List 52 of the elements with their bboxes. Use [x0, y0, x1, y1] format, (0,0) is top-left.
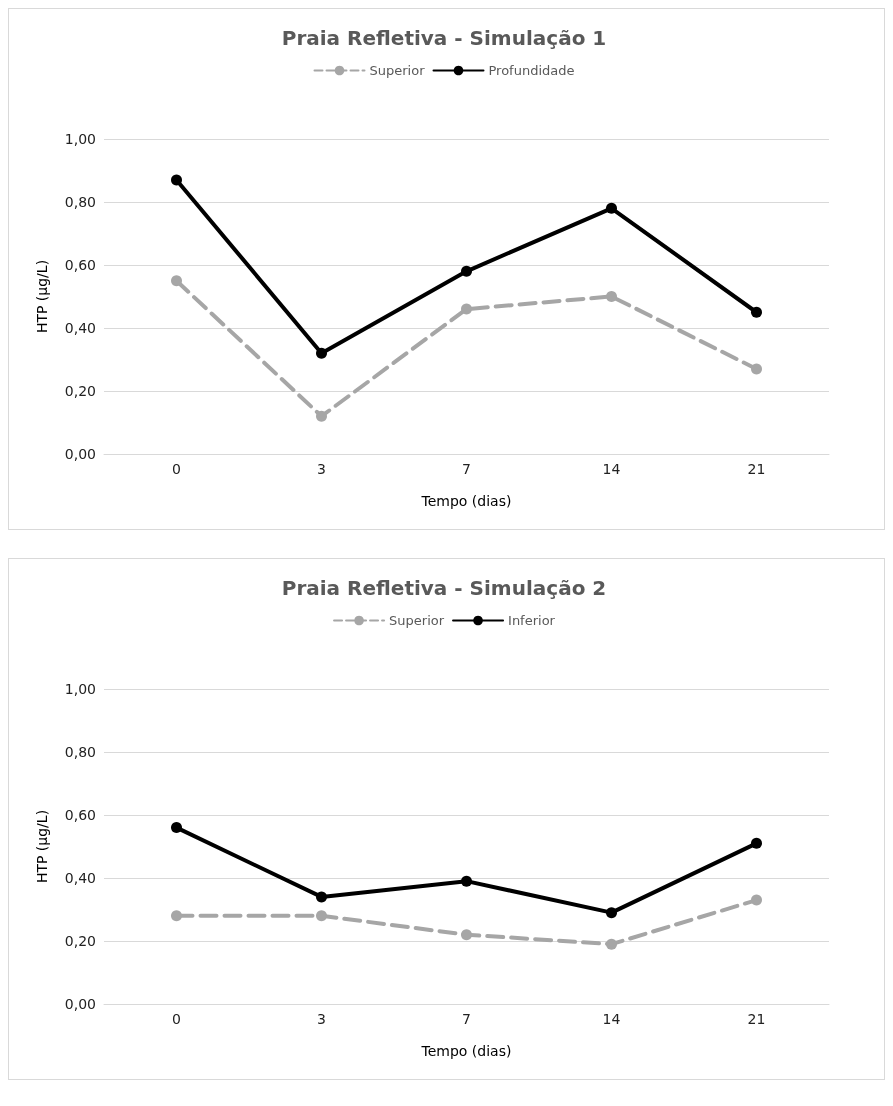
- point: [461, 265, 472, 277]
- point: [171, 822, 182, 834]
- point: [606, 938, 617, 950]
- y-tick-label: 0,40: [64, 870, 96, 886]
- x-axis-title: Tempo (dias): [420, 1043, 512, 1059]
- y-tick-label: 0,00: [64, 446, 96, 462]
- point: [316, 347, 327, 359]
- legend-label: Profundidade: [488, 63, 575, 78]
- x-tick-label: 0: [172, 461, 181, 477]
- y-tick-label: 0,20: [64, 933, 96, 949]
- x-tick-label: 14: [602, 1011, 621, 1027]
- y-tick-label: 1,00: [64, 681, 96, 697]
- y-tick-label: 0,00: [64, 996, 96, 1012]
- point: [171, 174, 182, 186]
- point: [606, 291, 617, 302]
- y-tick-label: 1,00: [64, 131, 96, 147]
- x-tick-label: 3: [317, 1011, 326, 1027]
- chart-title: Praia Refletiva - Simulação 2: [281, 576, 607, 600]
- point: [316, 910, 327, 922]
- legend-label: Inferior: [508, 613, 556, 628]
- point: [461, 929, 472, 941]
- point: [751, 306, 762, 318]
- y-tick-label: 0,80: [64, 744, 96, 760]
- point: [461, 303, 472, 315]
- x-tick-label: 7: [462, 461, 471, 477]
- y-tick-label: 0,20: [64, 383, 96, 399]
- y-tick-label: 0,60: [64, 807, 96, 823]
- point: [461, 875, 472, 887]
- y-axis-title: HTP (µg/L): [34, 259, 50, 334]
- y-tick-label: 0,80: [64, 194, 96, 210]
- point: [316, 891, 327, 903]
- y-tick-label: 0,60: [64, 257, 96, 273]
- legend-label: Superior: [369, 63, 426, 78]
- legend-label: Superior: [389, 613, 445, 628]
- x-tick-label: 3: [317, 461, 326, 477]
- point: [751, 837, 762, 849]
- x-tick-label: 21: [747, 461, 766, 477]
- point: [171, 275, 182, 287]
- x-tick-label: 7: [462, 1011, 471, 1027]
- point: [171, 910, 182, 922]
- point: [751, 363, 762, 375]
- point: [606, 907, 617, 919]
- x-tick-label: 14: [602, 461, 621, 477]
- point: [751, 894, 762, 906]
- x-tick-label: 0: [172, 1011, 181, 1027]
- y-axis-title: HTP (µg/L): [34, 809, 50, 884]
- y-tick-label: 0,40: [64, 320, 96, 336]
- point: [606, 202, 617, 214]
- x-axis-title: Tempo (dias): [420, 493, 512, 509]
- x-tick-label: 21: [747, 1011, 766, 1027]
- chart-title: Praia Refletiva - Simulação 1: [281, 26, 607, 50]
- point: [316, 410, 327, 422]
